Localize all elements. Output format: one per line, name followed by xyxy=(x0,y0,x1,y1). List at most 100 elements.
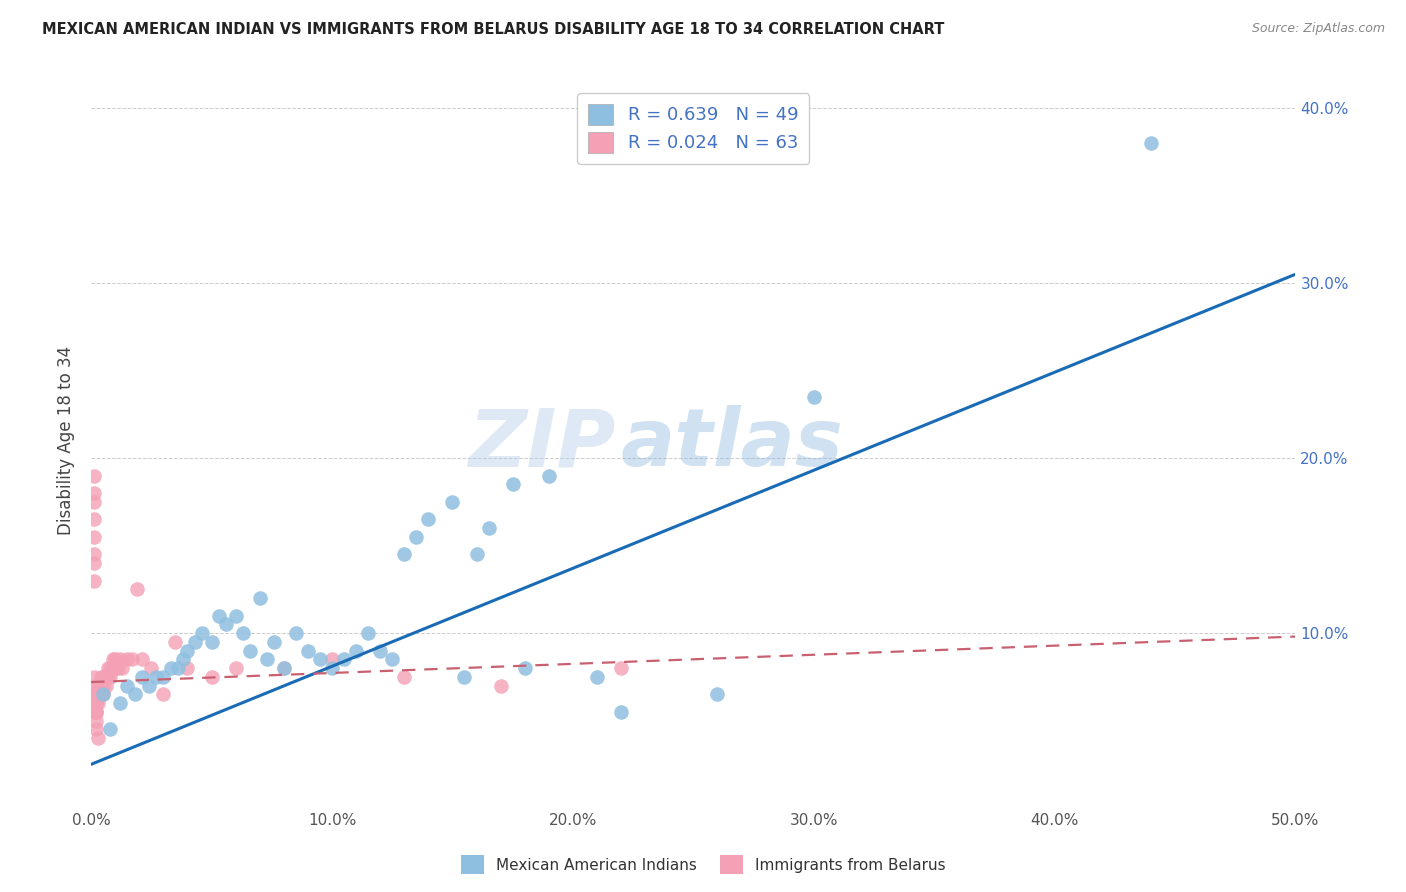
Point xyxy=(321,652,343,666)
Point xyxy=(405,530,427,544)
Point xyxy=(104,661,127,675)
Point xyxy=(357,626,380,640)
Point xyxy=(121,652,143,666)
Point xyxy=(176,643,198,657)
Point xyxy=(91,670,114,684)
Point xyxy=(107,661,129,675)
Point xyxy=(84,723,107,737)
Point xyxy=(87,731,110,745)
Point xyxy=(91,687,114,701)
Point xyxy=(84,705,107,719)
Point xyxy=(83,547,105,561)
Point xyxy=(172,652,194,666)
Point xyxy=(706,687,728,701)
Point xyxy=(610,705,633,719)
Point xyxy=(84,705,107,719)
Point xyxy=(83,574,105,588)
Point xyxy=(138,679,160,693)
Point xyxy=(87,687,110,701)
Point xyxy=(232,626,254,640)
Point xyxy=(83,687,105,701)
Point xyxy=(87,687,110,701)
Point xyxy=(108,652,131,666)
Point xyxy=(465,547,488,561)
Point xyxy=(441,495,464,509)
Point xyxy=(84,687,107,701)
Point xyxy=(131,670,153,684)
Point xyxy=(141,661,163,675)
Point xyxy=(152,670,174,684)
Point xyxy=(94,679,117,693)
Point xyxy=(84,696,107,710)
Point xyxy=(83,512,105,526)
Point xyxy=(159,661,181,675)
Point xyxy=(284,626,307,640)
Point xyxy=(83,495,105,509)
Point xyxy=(418,512,440,526)
Point xyxy=(84,705,107,719)
Point xyxy=(97,661,120,675)
Point xyxy=(200,635,222,649)
Point xyxy=(273,661,295,675)
Point xyxy=(191,626,214,640)
Point xyxy=(225,661,247,675)
Point xyxy=(208,608,231,623)
Point xyxy=(513,661,536,675)
Point xyxy=(83,468,105,483)
Point xyxy=(489,679,512,693)
Point xyxy=(176,661,198,675)
Point xyxy=(83,687,105,701)
Point xyxy=(90,679,112,693)
Point xyxy=(83,486,105,500)
Point xyxy=(91,687,114,701)
Text: atlas: atlas xyxy=(621,405,844,483)
Point xyxy=(101,661,124,675)
Point xyxy=(90,670,112,684)
Point xyxy=(1140,136,1163,150)
Point xyxy=(84,696,107,710)
Point xyxy=(145,670,167,684)
Point xyxy=(131,652,153,666)
Point xyxy=(537,468,560,483)
Legend: Mexican American Indians, Immigrants from Belarus: Mexican American Indians, Immigrants fro… xyxy=(454,849,952,880)
Point xyxy=(83,696,105,710)
Point xyxy=(273,661,295,675)
Point xyxy=(117,652,139,666)
Legend: R = 0.639   N = 49, R = 0.024   N = 63: R = 0.639 N = 49, R = 0.024 N = 63 xyxy=(578,93,810,163)
Point xyxy=(111,661,134,675)
Point xyxy=(84,714,107,728)
Point xyxy=(83,679,105,693)
Point xyxy=(83,696,105,710)
Point xyxy=(167,661,190,675)
Y-axis label: Disability Age 18 to 34: Disability Age 18 to 34 xyxy=(58,346,75,535)
Point xyxy=(108,696,131,710)
Point xyxy=(83,530,105,544)
Point xyxy=(610,661,633,675)
Point xyxy=(586,670,609,684)
Point xyxy=(502,477,524,491)
Text: Source: ZipAtlas.com: Source: ZipAtlas.com xyxy=(1251,22,1385,36)
Point xyxy=(152,687,174,701)
Point xyxy=(100,723,122,737)
Point xyxy=(321,661,343,675)
Point xyxy=(333,652,356,666)
Point xyxy=(200,670,222,684)
Point xyxy=(83,705,105,719)
Point xyxy=(256,652,278,666)
Point xyxy=(183,635,205,649)
Point xyxy=(368,643,391,657)
Point xyxy=(394,670,416,684)
Point xyxy=(83,556,105,570)
Point xyxy=(125,582,148,597)
Point xyxy=(803,390,825,404)
Point xyxy=(83,670,105,684)
Point xyxy=(100,661,122,675)
Text: ZIP: ZIP xyxy=(468,405,614,483)
Text: MEXICAN AMERICAN INDIAN VS IMMIGRANTS FROM BELARUS DISABILITY AGE 18 TO 34 CORRE: MEXICAN AMERICAN INDIAN VS IMMIGRANTS FR… xyxy=(42,22,945,37)
Point xyxy=(344,643,367,657)
Point xyxy=(94,670,117,684)
Point xyxy=(97,670,120,684)
Point xyxy=(124,687,146,701)
Point xyxy=(104,652,127,666)
Point xyxy=(87,679,110,693)
